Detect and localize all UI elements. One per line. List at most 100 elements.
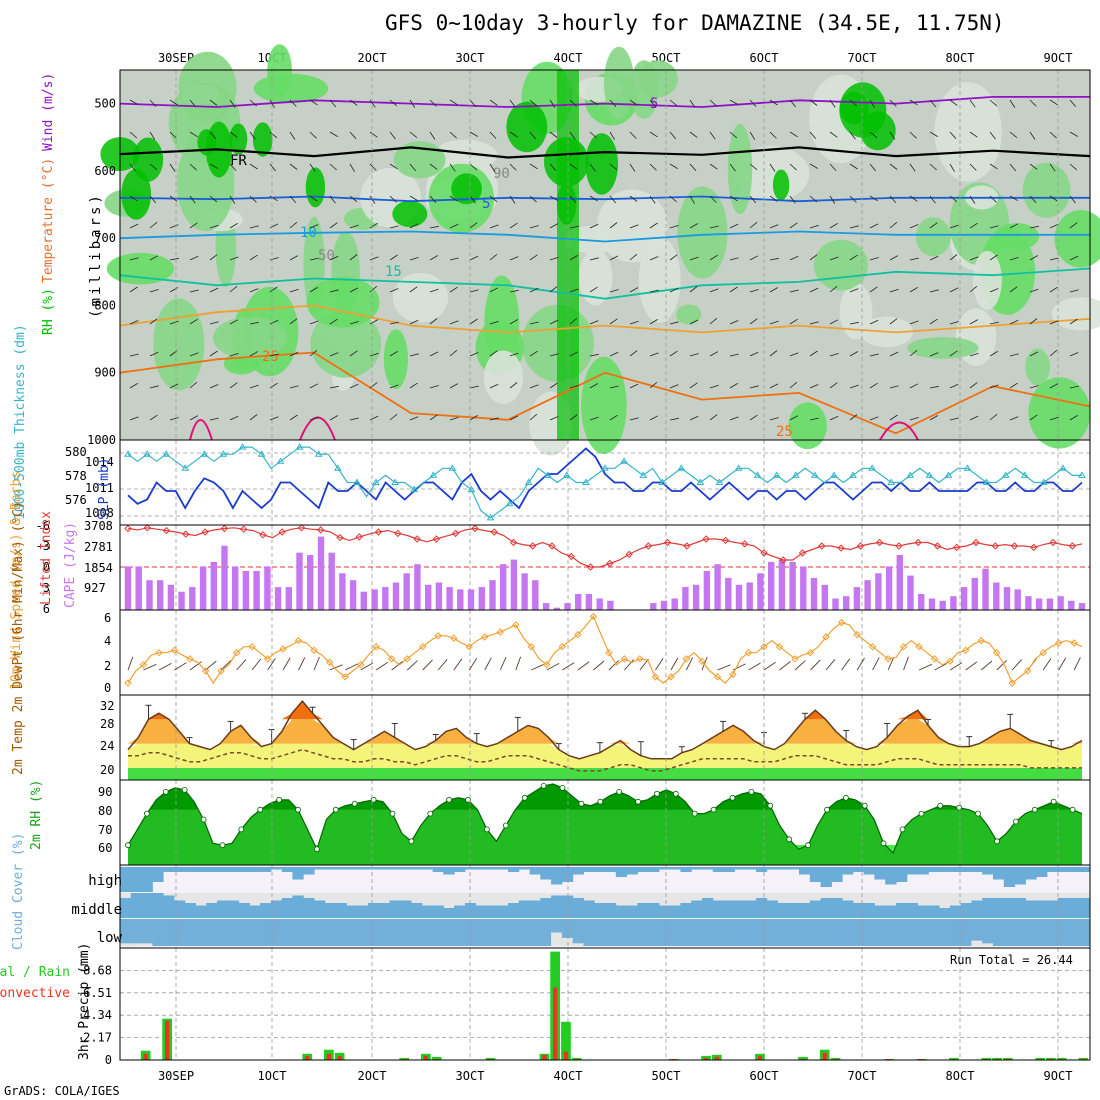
wind-barb <box>989 195 997 203</box>
wind-barb <box>689 256 699 261</box>
precip-total-bar-12 <box>571 1057 582 1060</box>
cape-bar-72 <box>896 555 903 610</box>
wind-barb <box>769 195 778 202</box>
cloud-cell <box>508 903 520 918</box>
wind-barb <box>809 224 819 229</box>
wind-barb <box>949 131 957 139</box>
wind-barb <box>1049 131 1057 139</box>
wind-barb <box>969 195 976 204</box>
rh-tick-80: 80 <box>98 804 112 818</box>
wind-marker <box>294 636 303 645</box>
rh-marker <box>710 806 717 813</box>
wind-barb <box>349 99 358 106</box>
precip-total-bar-22 <box>949 1057 959 1060</box>
slp-line <box>127 447 1083 510</box>
rh-marker <box>937 802 944 809</box>
rh-marker <box>786 836 793 843</box>
barb-10m <box>562 662 575 671</box>
cape-tick-2781: 2781 <box>84 540 113 554</box>
cloud-low-gap <box>561 937 573 946</box>
cloud-cell <box>206 903 218 918</box>
wind-barb <box>329 222 338 229</box>
cloud-cell <box>475 905 487 918</box>
thickness-marker <box>639 471 648 478</box>
pressure-tick-500: 500 <box>94 97 116 111</box>
cloud-cell <box>658 867 671 870</box>
wind-barb <box>369 415 379 421</box>
wind-barb <box>769 320 779 325</box>
rh-marker <box>295 806 301 813</box>
bottom-date-axis: 30SEP 1OCT 2OCT 3OCT 4OCT 5OCT 6OCT 7OCT 8OCT 9OC… <box>158 1069 1073 1083</box>
cloud-cell <box>755 867 768 872</box>
cloud-cell <box>324 867 337 870</box>
wind-barb <box>209 287 219 293</box>
barb-10m <box>158 663 172 671</box>
wind-barb <box>309 287 318 293</box>
wind-barb <box>1049 257 1059 261</box>
wind-barb <box>629 383 639 389</box>
barb-10m <box>1073 657 1081 671</box>
wind-barb <box>969 222 978 229</box>
rh-blob <box>677 186 728 279</box>
bottom-tick-4OCT: 4OCT <box>554 1069 583 1083</box>
wind-barb <box>409 319 419 325</box>
isotherm-0 <box>119 146 1091 159</box>
cape-bar-30 <box>446 587 453 610</box>
cape-bar-11 <box>242 571 250 610</box>
cloud-cell <box>1036 867 1048 877</box>
wind-barb <box>789 163 797 171</box>
wind-barb <box>1049 416 1059 421</box>
barb-10m <box>422 659 433 671</box>
li-marker <box>239 525 248 533</box>
thickness-marker <box>124 450 132 457</box>
wind-barb <box>989 99 998 107</box>
wind-barb <box>189 222 198 229</box>
wind-barb <box>649 99 656 108</box>
wind-barb <box>149 195 157 204</box>
bottom-tick-3OCT: 3OCT <box>456 1069 485 1083</box>
thickness-marker <box>276 457 285 464</box>
rh-marker <box>578 800 585 807</box>
rh-marker <box>1013 818 1019 825</box>
wind-barb <box>849 99 857 107</box>
wind-barb <box>789 99 797 108</box>
cloud-cell <box>1068 867 1080 872</box>
wind-barb <box>209 417 219 421</box>
cloud-cell <box>852 867 865 872</box>
cloud-cell <box>281 898 293 918</box>
cloud-cell <box>960 867 972 872</box>
thickness-marker <box>257 450 266 457</box>
slp-axis-label: SLP (mb) <box>97 457 112 520</box>
cape-bar-82 <box>1003 587 1011 610</box>
wind-barb <box>689 131 698 138</box>
cloud-cell <box>702 898 714 918</box>
wind-barb <box>469 131 478 137</box>
cape-bar-60 <box>768 561 775 610</box>
cape-bar-51 <box>671 598 678 610</box>
cloud-cell <box>314 867 326 870</box>
wind-barb <box>929 222 938 229</box>
wind-barb <box>1049 223 1059 229</box>
cloud-cell <box>906 867 919 875</box>
cloud-cell <box>324 903 337 918</box>
wind-barb <box>889 221 898 229</box>
cape-bar-81 <box>993 582 1000 610</box>
cape-bar-49 <box>650 603 657 610</box>
wind-barb <box>209 321 219 325</box>
cloud-cell <box>152 893 164 918</box>
wind-barb <box>669 163 678 169</box>
cloud-cell <box>195 867 207 872</box>
barb-10m <box>453 658 463 671</box>
cloud-cell <box>1046 900 1059 918</box>
wind-barb <box>149 99 157 107</box>
wind-barb <box>469 385 479 389</box>
wind-marker <box>186 655 194 663</box>
wind-barb <box>1069 289 1079 293</box>
thickness-marker <box>811 471 819 478</box>
wind-marker <box>170 646 179 655</box>
thickness-marker <box>410 485 419 493</box>
wind-barb <box>1029 225 1039 229</box>
wind-barb <box>769 224 779 229</box>
wind-barb <box>589 383 598 389</box>
cape-bar-59 <box>757 573 764 610</box>
